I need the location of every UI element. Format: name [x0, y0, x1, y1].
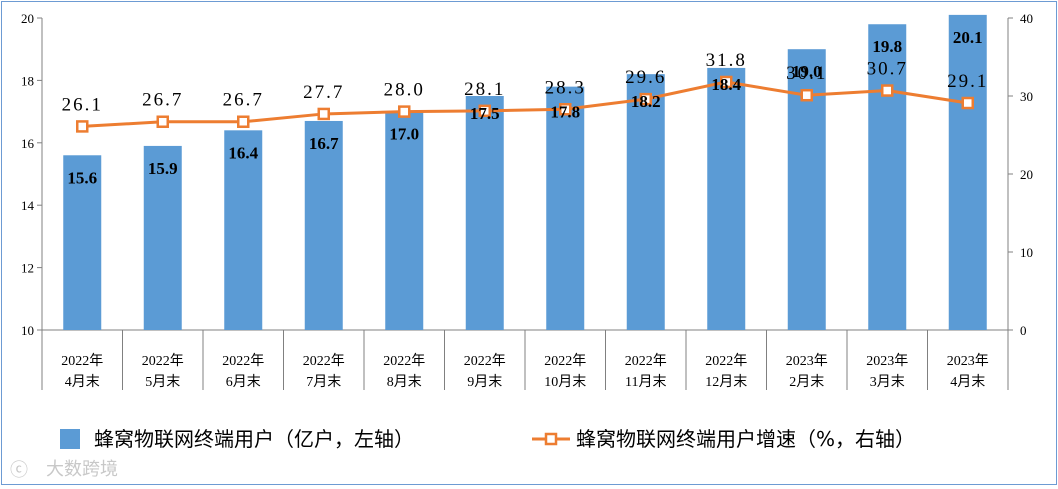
y-left-tick-label: 14 — [21, 198, 35, 213]
line-point-marker — [156, 115, 169, 128]
y-right-tick-label: 0 — [1020, 323, 1027, 338]
x-tick-label-year: 2022年 — [464, 353, 506, 369]
x-tick-label-year: 2022年 — [222, 353, 264, 369]
x-tick-label-month: 3月末 — [870, 374, 905, 390]
data-labels: 26.1 26.7 26.7 27.7 28.0 28.1 28.3 29.6 31.8 30.1… — [62, 28, 988, 187]
bar-data-label: 15.9 — [148, 159, 178, 178]
x-tick-label-month: 8月末 — [387, 374, 422, 390]
legend-bar-label: 蜂窝物联网终端用户（亿户，左轴） — [94, 427, 414, 451]
legend-line-swatch-marker — [544, 432, 558, 446]
line-data-label: 28.0 — [384, 80, 425, 101]
bar-data-label: 17.5 — [470, 104, 500, 123]
x-tick-label-year: 2022年 — [625, 353, 667, 369]
x-tick-label-year: 2022年 — [61, 353, 103, 369]
bar — [465, 96, 504, 330]
line-point-marker — [559, 103, 572, 116]
watermark: ⓒ 大数跨境 — [10, 459, 118, 481]
x-tick-label-year: 2022年 — [303, 353, 345, 369]
y-right-tick-label: 40 — [1020, 11, 1033, 26]
y-left-tick-label: 16 — [21, 136, 35, 151]
bar — [626, 74, 665, 330]
x-tick-label-year: 2022年 — [383, 353, 425, 369]
x-tick-label-month: 5月末 — [145, 374, 180, 390]
legend: 蜂窝物联网终端用户（亿户，左轴） 蜂窝物联网终端用户增速（%，右轴） — [60, 427, 915, 451]
bar — [868, 24, 907, 331]
bar — [304, 120, 343, 331]
x-tick-label-year: 2023年 — [866, 353, 908, 369]
line-point-marker — [639, 92, 652, 106]
bar-data-label: 17.8 — [550, 102, 580, 121]
x-tick-label-month: 11月末 — [625, 374, 666, 390]
line-point-marker — [317, 107, 330, 121]
x-tick-label-month: 9月末 — [467, 374, 502, 390]
line-data-label: 29.6 — [625, 67, 666, 88]
y-left-tick-label: 20 — [21, 11, 34, 26]
line-series — [76, 75, 974, 133]
x-tick-label-month: 4月末 — [65, 374, 100, 390]
growth-line — [82, 80, 968, 128]
watermark-text: 大数跨境 — [46, 459, 118, 480]
line-point-marker — [720, 75, 733, 89]
x-tick-label-year: 2022年 — [142, 353, 184, 369]
line-point-marker — [237, 115, 250, 128]
y-right-tick-label: 10 — [1020, 245, 1033, 260]
line-data-label: 26.1 — [62, 94, 103, 115]
x-tick-label-month: 2月末 — [789, 374, 824, 390]
y-left-tick-label: 10 — [21, 323, 34, 338]
y-left-tick-label: 12 — [21, 261, 34, 276]
x-tick-label-month: 10月末 — [544, 374, 586, 390]
bar-data-label: 19.8 — [872, 37, 902, 56]
bar-data-label: 17.0 — [389, 125, 419, 144]
line-point-marker — [398, 105, 411, 118]
line-data-label: 30.1 — [786, 63, 827, 84]
line-data-label: 26.7 — [142, 90, 183, 111]
x-tick-label-month: 7月末 — [306, 374, 341, 390]
line-data-label: 29.1 — [947, 71, 988, 92]
x-tick-label-month: 12月末 — [705, 374, 747, 390]
watermark-logo-icon: ⓒ — [10, 460, 28, 481]
x-tick-label-month: 6月末 — [226, 374, 261, 390]
line-point-marker — [76, 120, 89, 133]
bar — [224, 130, 263, 330]
bar — [63, 155, 102, 330]
axes: 10 12 14 16 18 20 0 10 20 30 40 2022年 4月末 2022年 5月末 202… — [21, 11, 1033, 390]
y-right-tick-label: 30 — [1020, 89, 1033, 104]
bar — [385, 111, 424, 330]
line-data-label: 28.1 — [464, 79, 505, 100]
y-right-tick-label: 20 — [1020, 167, 1033, 182]
bar-data-label: 16.7 — [309, 134, 339, 153]
bar-data-label: 18.4 — [711, 75, 741, 94]
line-point-marker — [800, 88, 813, 102]
line-data-label: 31.8 — [706, 50, 747, 71]
line-point-marker — [881, 84, 894, 97]
line-point-marker — [478, 104, 491, 118]
line-data-label: 26.7 — [223, 90, 264, 111]
bar-data-label: 16.4 — [228, 143, 258, 162]
legend-line-label: 蜂窝物联网终端用户增速（%，右轴） — [576, 427, 915, 451]
bar-data-label: 19.0 — [792, 62, 822, 81]
line-data-label: 30.7 — [867, 59, 908, 80]
x-tick-label-month: 4月末 — [950, 374, 985, 390]
bar — [948, 14, 987, 330]
x-tick-label-year: 2023年 — [786, 353, 828, 369]
bar — [707, 67, 746, 331]
line-point-marker — [961, 96, 974, 110]
line-data-label: 27.7 — [303, 82, 344, 103]
x-tick-label-year: 2023年 — [947, 353, 989, 369]
y-left-tick-label: 18 — [21, 73, 34, 88]
line-data-label: 28.3 — [545, 77, 586, 98]
bar-series — [63, 14, 987, 331]
bar-data-label: 20.1 — [953, 28, 983, 47]
bar — [143, 145, 182, 330]
x-tick-label-year: 2022年 — [544, 353, 586, 369]
bar-data-label: 18.2 — [631, 92, 661, 111]
legend-bar-swatch — [60, 429, 80, 449]
x-tick-label-year: 2022年 — [705, 353, 747, 369]
bar — [546, 86, 585, 330]
bar-data-label: 15.6 — [67, 168, 97, 187]
